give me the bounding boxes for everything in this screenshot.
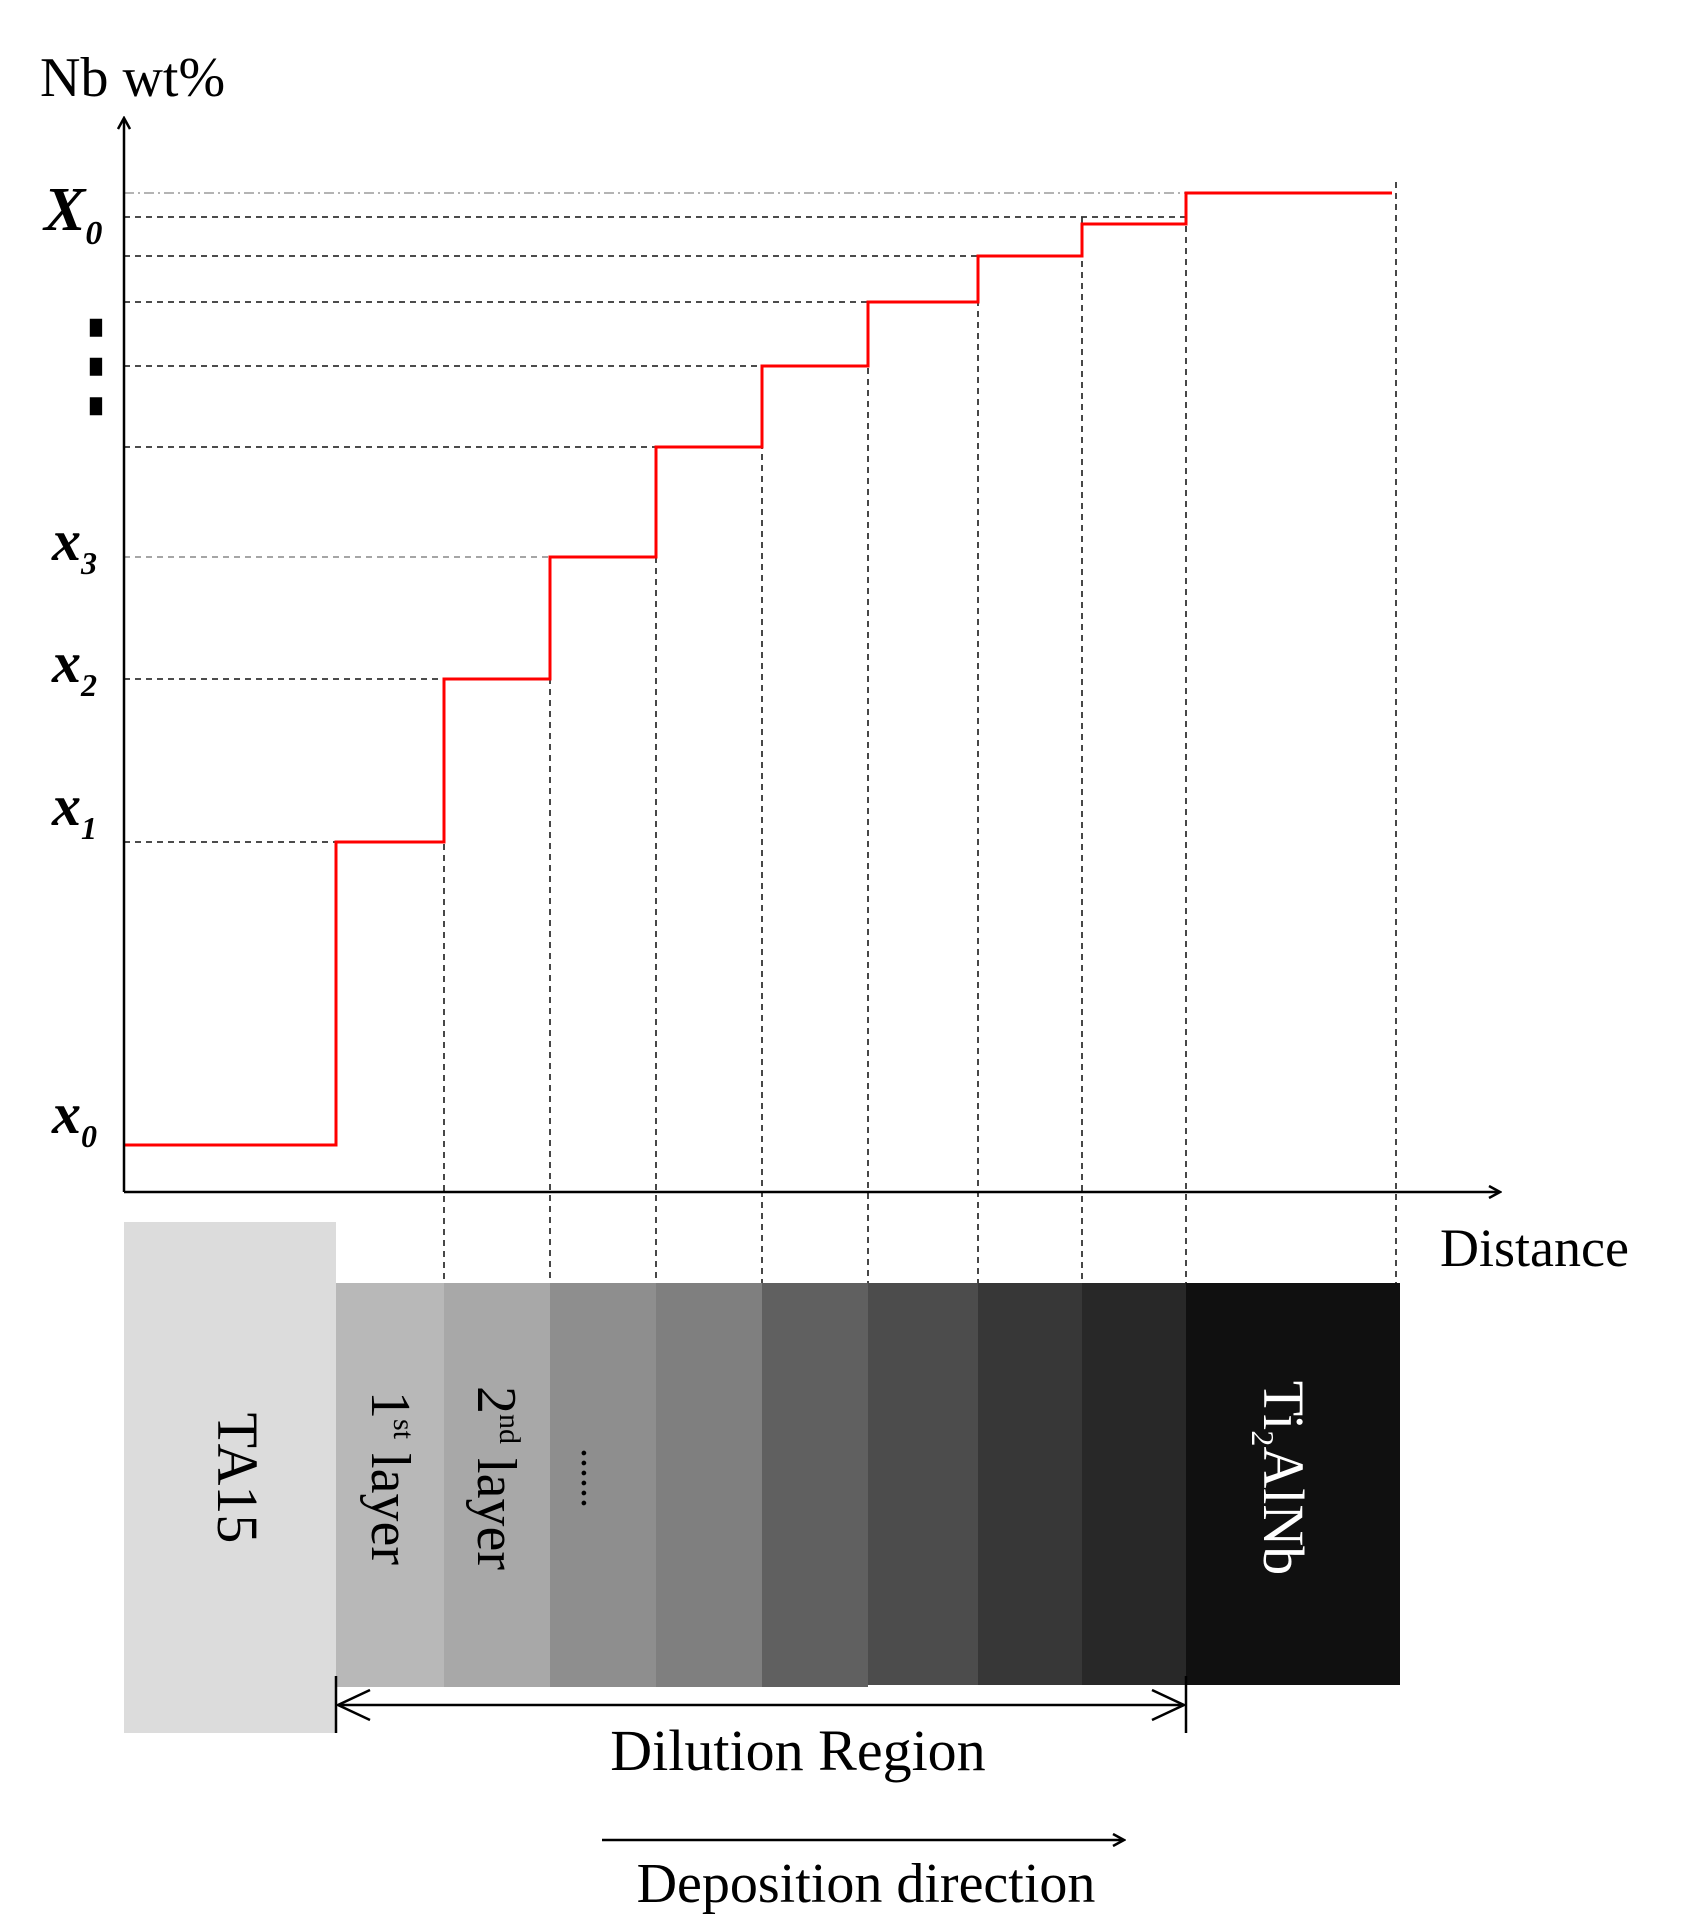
dilution-region-arrow — [334, 1676, 1188, 1733]
deposition-direction-label: Deposition direction — [637, 1853, 1096, 1915]
substrate-block — [124, 1222, 336, 1733]
layer-block-8 — [1082, 1283, 1186, 1685]
top-block — [1186, 1283, 1400, 1685]
second-layer-label: 2nd layer — [465, 1386, 527, 1570]
tick-label-x2: x2 — [51, 630, 97, 703]
horizontal-guides — [124, 192, 1390, 843]
top-layer-label: Ti2AlNb — [1245, 1381, 1316, 1575]
dilution-region-label: Dilution Region — [610, 1718, 985, 1783]
layer-block-7 — [978, 1283, 1082, 1685]
vertical-guides — [443, 182, 1397, 1283]
tick-label-dots: ⋮ — [50, 300, 142, 428]
tick-label-x3: x3 — [51, 508, 97, 581]
x-axis-label: Distance — [1440, 1218, 1629, 1278]
y-axis-label: Nb wt% — [40, 47, 225, 109]
tick-label-X0: X0 — [42, 176, 102, 252]
tick-label-x0: x0 — [51, 1081, 97, 1154]
layer-block-1 — [336, 1283, 444, 1687]
layer-block-6 — [868, 1283, 978, 1685]
layer-block-2 — [444, 1283, 550, 1687]
y-tick-labels: X0 ⋮ x3 x2 x1 x0 — [42, 176, 142, 1154]
layer-block-3 — [550, 1283, 656, 1687]
dilution-arrowhead-right — [1151, 1688, 1187, 1722]
first-layer-label: 1st layer — [359, 1391, 421, 1565]
nb-concentration-profile — [124, 191, 1392, 1147]
layer-block-5 — [762, 1283, 868, 1687]
layer-blocks — [124, 1222, 1400, 1733]
substrate-label: TA15 — [205, 1413, 270, 1544]
tick-label-x1: x1 — [51, 773, 97, 846]
dilution-arrowhead-left — [335, 1688, 371, 1722]
layer-ellipsis: ...... — [573, 1448, 618, 1508]
layer-block-4 — [656, 1283, 762, 1687]
